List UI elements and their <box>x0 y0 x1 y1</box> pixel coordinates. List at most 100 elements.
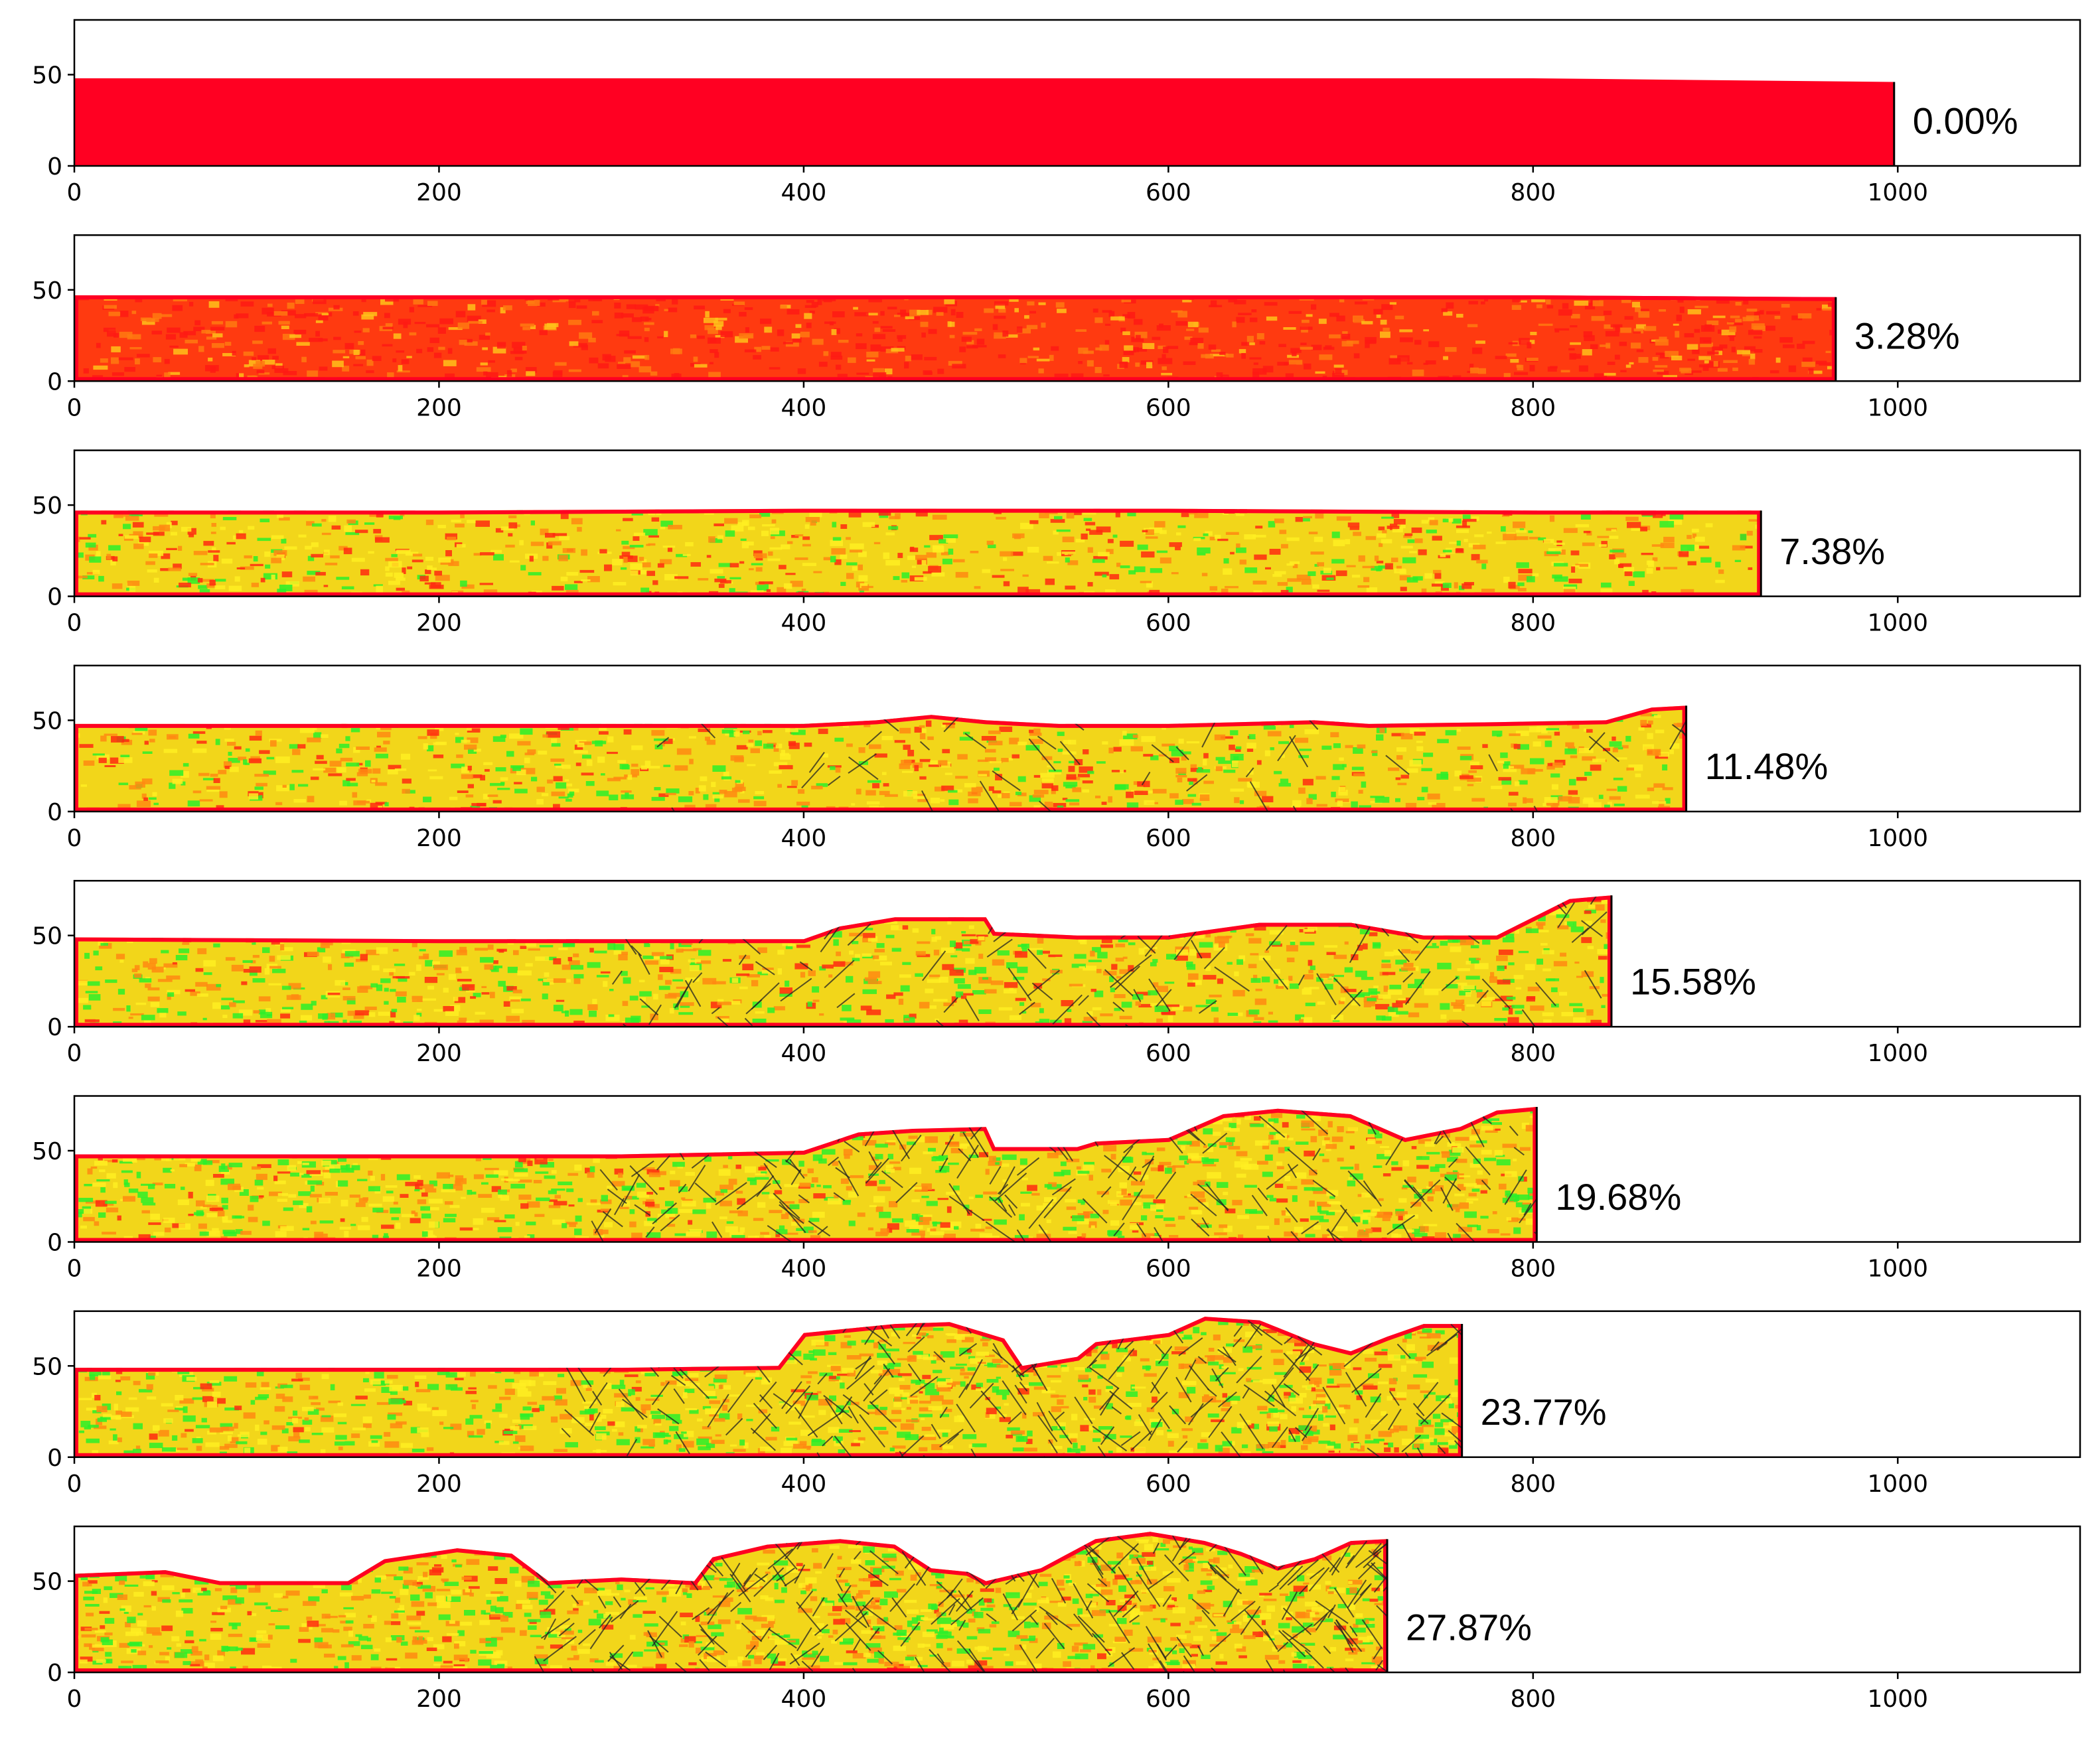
axes-frame <box>73 1095 2081 1243</box>
panel-8: 0 200 400 600 800 1000 0 50 27.87% <box>32 1525 2081 1713</box>
y-tick-label: 0 <box>47 1660 62 1687</box>
x-tick-label: 0 <box>67 394 82 421</box>
panel-3: 0 200 400 600 800 1000 0 50 7.38% <box>32 449 2081 637</box>
x-tick-label: 200 <box>416 1686 462 1713</box>
x-tick-label: 0 <box>67 1686 82 1713</box>
y-tick-label: 0 <box>47 799 62 826</box>
axes-frame <box>73 1310 2081 1459</box>
specimen-area <box>74 1532 1387 1673</box>
specimen-area <box>74 78 1894 166</box>
x-tick-label: 1000 <box>1867 179 1928 206</box>
x-tick-label: 0 <box>67 179 82 206</box>
x-tick-label: 200 <box>416 1471 462 1498</box>
surface-band <box>74 705 1687 812</box>
x-tick-label: 800 <box>1510 825 1556 852</box>
y-tick-label: 50 <box>32 492 62 520</box>
x-tick-label: 0 <box>67 1471 82 1498</box>
axes-frame <box>73 234 2081 382</box>
strain-percent-label: 23.77% <box>1481 1391 1607 1433</box>
axes-frame <box>73 879 2081 1028</box>
strain-percent-label: 19.68% <box>1555 1176 1681 1218</box>
specimen-area <box>74 295 1836 382</box>
x-tick-label: 400 <box>781 1040 827 1067</box>
panel-5: 0 200 400 600 800 1000 0 50 15.58% <box>32 879 2081 1067</box>
y-tick-label: 50 <box>32 1569 62 1596</box>
panel-7: 0 200 400 600 800 1000 0 50 23.77% <box>32 1310 2081 1498</box>
x-tick-label: 600 <box>1146 1256 1191 1283</box>
y-tick-label: 50 <box>32 707 62 735</box>
strain-percent-label: 27.87% <box>1406 1606 1532 1648</box>
strain-percent-label: 0.00% <box>1913 100 2018 141</box>
axes-frame <box>73 1525 2081 1674</box>
x-tick-label: 0 <box>67 825 82 852</box>
x-tick-label: 200 <box>416 825 462 852</box>
x-tick-label: 0 <box>67 610 82 637</box>
x-tick-label: 800 <box>1510 1686 1556 1713</box>
x-tick-label: 1000 <box>1867 394 1928 421</box>
y-tick-label: 0 <box>47 584 62 611</box>
x-tick-label: 600 <box>1146 1686 1191 1713</box>
x-tick-label: 800 <box>1510 1256 1556 1283</box>
x-tick-label: 600 <box>1146 179 1191 206</box>
y-tick-label: 0 <box>47 368 62 396</box>
x-tick-label: 1000 <box>1867 1686 1928 1713</box>
y-tick-label: 50 <box>32 1353 62 1380</box>
specimen-area <box>74 705 1687 812</box>
axes-frame <box>73 19 2081 167</box>
x-tick-label: 200 <box>416 179 462 206</box>
strain-percent-label: 7.38% <box>1779 530 1885 572</box>
x-tick-label: 400 <box>781 1256 827 1283</box>
x-tick-label: 1000 <box>1867 610 1928 637</box>
strain-percent-label: 3.28% <box>1854 315 1960 357</box>
x-tick-label: 800 <box>1510 610 1556 637</box>
specimen-area <box>74 1107 1537 1242</box>
y-tick-label: 50 <box>32 277 62 305</box>
surface-band <box>74 508 1762 597</box>
x-tick-label: 600 <box>1146 825 1191 852</box>
x-tick-label: 1000 <box>1867 1256 1928 1283</box>
strain-percent-label: 11.48% <box>1705 745 1829 787</box>
x-tick-label: 600 <box>1146 1040 1191 1067</box>
x-tick-label: 400 <box>781 1471 827 1498</box>
x-tick-label: 1000 <box>1867 1471 1928 1498</box>
x-tick-label: 400 <box>781 1686 827 1713</box>
x-tick-label: 600 <box>1146 1471 1191 1498</box>
panel-1: 0 200 400 600 800 1000 0 50 0.00% <box>32 19 2081 206</box>
x-tick-label: 200 <box>416 1040 462 1067</box>
panel-2: 0 200 400 600 800 1000 0 50 3.28% <box>32 234 2081 421</box>
x-tick-label: 200 <box>416 394 462 421</box>
specimen-area <box>74 1317 1462 1457</box>
strain-field <box>74 508 1762 597</box>
y-tick-label: 0 <box>47 1014 62 1041</box>
x-tick-label: 600 <box>1146 394 1191 421</box>
x-tick-label: 400 <box>781 179 827 206</box>
y-tick-label: 0 <box>47 1445 62 1472</box>
strain-field <box>74 78 1894 166</box>
axes-frame <box>73 664 2081 813</box>
x-tick-label: 400 <box>781 825 827 852</box>
x-tick-label: 800 <box>1510 394 1556 421</box>
x-tick-label: 800 <box>1510 1471 1556 1498</box>
x-tick-label: 200 <box>416 1256 462 1283</box>
x-tick-label: 600 <box>1146 610 1191 637</box>
panels-group: 0 200 400 600 800 1000 0 50 0.00% 0 200 400 600 800 10… <box>32 19 2081 1713</box>
y-tick-label: 0 <box>47 1230 62 1257</box>
y-tick-label: 50 <box>32 1138 62 1165</box>
panel-4: 0 200 400 600 800 1000 0 50 11.48% <box>32 664 2081 852</box>
x-tick-label: 200 <box>416 610 462 637</box>
x-tick-label: 800 <box>1510 1040 1556 1067</box>
x-tick-label: 400 <box>781 394 827 421</box>
x-tick-label: 0 <box>67 1256 82 1283</box>
surface-band <box>74 895 1612 1027</box>
y-tick-label: 0 <box>47 153 62 181</box>
x-tick-label: 1000 <box>1867 825 1928 852</box>
specimen-area <box>74 508 1762 597</box>
x-tick-label: 800 <box>1510 179 1556 206</box>
x-tick-label: 0 <box>67 1040 82 1067</box>
panel-6: 0 200 400 600 800 1000 0 50 19.68% <box>32 1095 2081 1283</box>
x-tick-label: 400 <box>781 610 827 637</box>
x-tick-label: 1000 <box>1867 1040 1928 1067</box>
y-tick-label: 50 <box>32 62 62 90</box>
y-tick-label: 50 <box>32 923 62 950</box>
